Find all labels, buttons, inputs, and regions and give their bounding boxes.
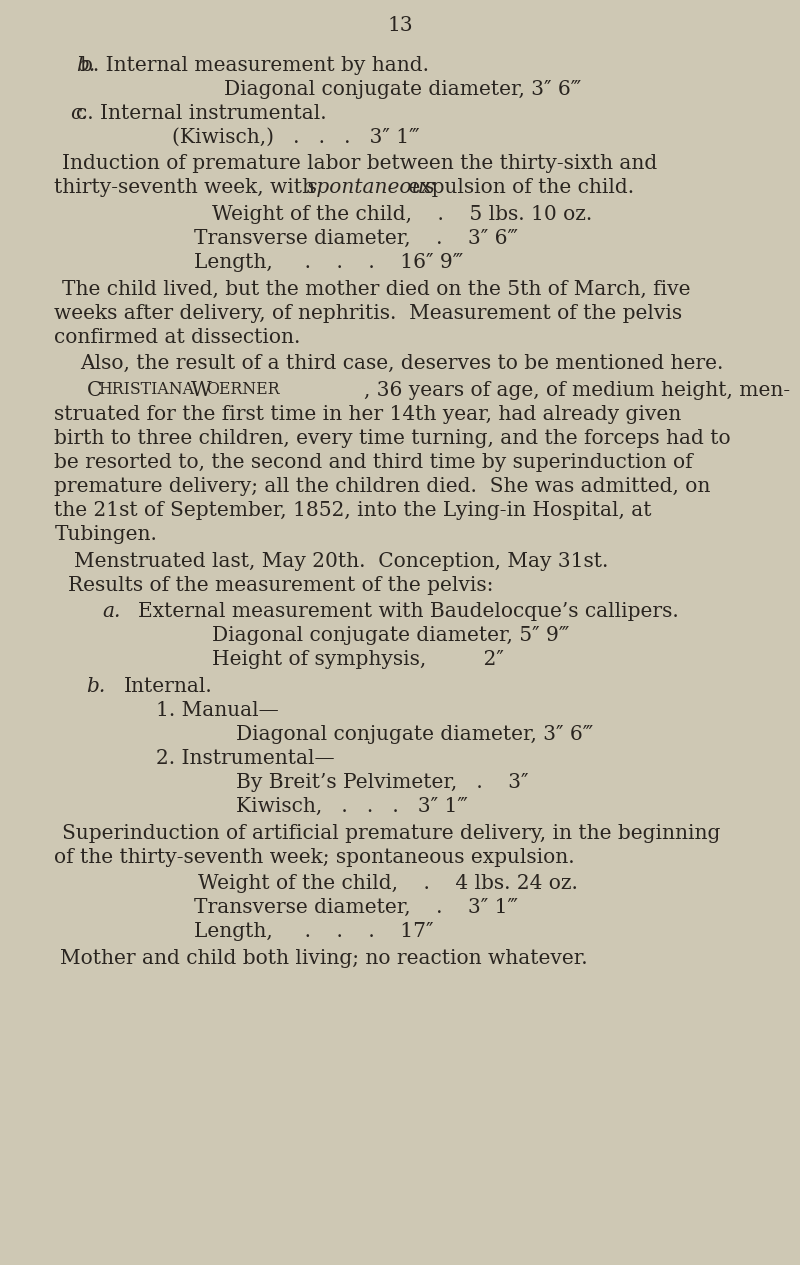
Text: b.: b. <box>86 677 106 696</box>
Text: the 21st of September, 1852, into the Lying-in Hospital, at: the 21st of September, 1852, into the Ly… <box>54 501 652 520</box>
Text: of the thirty-seventh week; spontaneous expulsion.: of the thirty-seventh week; spontaneous … <box>54 848 575 867</box>
Text: c.: c. <box>70 104 88 123</box>
Text: Diagonal conjugate diameter, 3″ 6‴: Diagonal conjugate diameter, 3″ 6‴ <box>236 725 594 744</box>
Text: Diagonal conjugate diameter, 3″ 6‴: Diagonal conjugate diameter, 3″ 6‴ <box>224 80 582 99</box>
Text: premature delivery; all the children died.  She was admitted, on: premature delivery; all the children die… <box>54 477 710 496</box>
Text: thirty-seventh week, with: thirty-seventh week, with <box>54 178 322 197</box>
Text: 1. Manual—: 1. Manual— <box>156 701 278 720</box>
Text: Superinduction of artificial premature delivery, in the beginning: Superinduction of artificial premature d… <box>62 824 721 842</box>
Text: c. Internal instrumental.: c. Internal instrumental. <box>76 104 326 123</box>
Text: The child lived, but the mother died on the 5th of March, five: The child lived, but the mother died on … <box>62 280 691 299</box>
Text: struated for the first time in her 14th year, had already given: struated for the first time in her 14th … <box>54 405 682 424</box>
Text: Mother and child both living; no reaction whatever.: Mother and child both living; no reactio… <box>60 949 588 968</box>
Text: W: W <box>190 381 211 400</box>
Text: Weight of the child,    .    4 lbs. 24 oz.: Weight of the child, . 4 lbs. 24 oz. <box>198 874 578 893</box>
Text: 2. Instrumental—: 2. Instrumental— <box>156 749 334 768</box>
Text: Induction of premature labor between the thirty-sixth and: Induction of premature labor between the… <box>62 154 658 173</box>
Text: By Breit’s Pelvimeter,   .    3″: By Breit’s Pelvimeter, . 3″ <box>236 773 529 792</box>
Text: 13: 13 <box>387 16 413 35</box>
Text: Menstruated last, May 20th.  Conception, May 31st.: Menstruated last, May 20th. Conception, … <box>74 552 608 571</box>
Text: Transverse diameter,    .    3″ 1‴: Transverse diameter, . 3″ 1‴ <box>194 898 518 917</box>
Text: Tubingen.: Tubingen. <box>54 525 158 544</box>
Text: Results of the measurement of the pelvis:: Results of the measurement of the pelvis… <box>68 576 494 595</box>
Text: (Kiwisch,)   .   .   .   3″ 1‴: (Kiwisch,) . . . 3″ 1‴ <box>172 128 420 147</box>
Text: Length,     .    .    .    16″ 9‴: Length, . . . 16″ 9‴ <box>194 253 464 272</box>
Text: HRISTIANA: HRISTIANA <box>98 381 194 397</box>
Text: Internal.: Internal. <box>124 677 213 696</box>
Text: confirmed at dissection.: confirmed at dissection. <box>54 328 301 347</box>
Text: expulsion of the child.: expulsion of the child. <box>402 178 634 197</box>
Text: spontaneous: spontaneous <box>307 178 436 197</box>
Text: , 36 years of age, of medium height, men-: , 36 years of age, of medium height, men… <box>364 381 790 400</box>
Text: Weight of the child,    .    5 lbs. 10 oz.: Weight of the child, . 5 lbs. 10 oz. <box>212 205 592 224</box>
Text: External measurement with Baudelocque’s callipers.: External measurement with Baudelocque’s … <box>138 602 678 621</box>
Text: be resorted to, the second and third time by superinduction of: be resorted to, the second and third tim… <box>54 453 693 472</box>
Text: weeks after delivery, of nephritis.  Measurement of the pelvis: weeks after delivery, of nephritis. Meas… <box>54 304 682 323</box>
Text: b. Internal measurement by hand.: b. Internal measurement by hand. <box>80 56 429 75</box>
Text: Length,     .    .    .    17″: Length, . . . 17″ <box>194 922 434 941</box>
Text: birth to three children, every time turning, and the forceps had to: birth to three children, every time turn… <box>54 429 731 448</box>
Text: Transverse diameter,    .    3″ 6‴: Transverse diameter, . 3″ 6‴ <box>194 229 518 248</box>
Text: Height of symphysis,         2″: Height of symphysis, 2″ <box>212 650 504 669</box>
Text: OERNER: OERNER <box>206 381 280 397</box>
Text: Kiwisch,   .   .   .   3″ 1‴: Kiwisch, . . . 3″ 1‴ <box>236 797 468 816</box>
Text: Diagonal conjugate diameter, 5″ 9‴: Diagonal conjugate diameter, 5″ 9‴ <box>212 626 570 645</box>
Text: a.: a. <box>102 602 121 621</box>
Text: b.: b. <box>76 56 95 75</box>
Text: C: C <box>86 381 102 400</box>
Text: Also, the result of a third case, deserves to be mentioned here.: Also, the result of a third case, deserv… <box>80 354 723 373</box>
